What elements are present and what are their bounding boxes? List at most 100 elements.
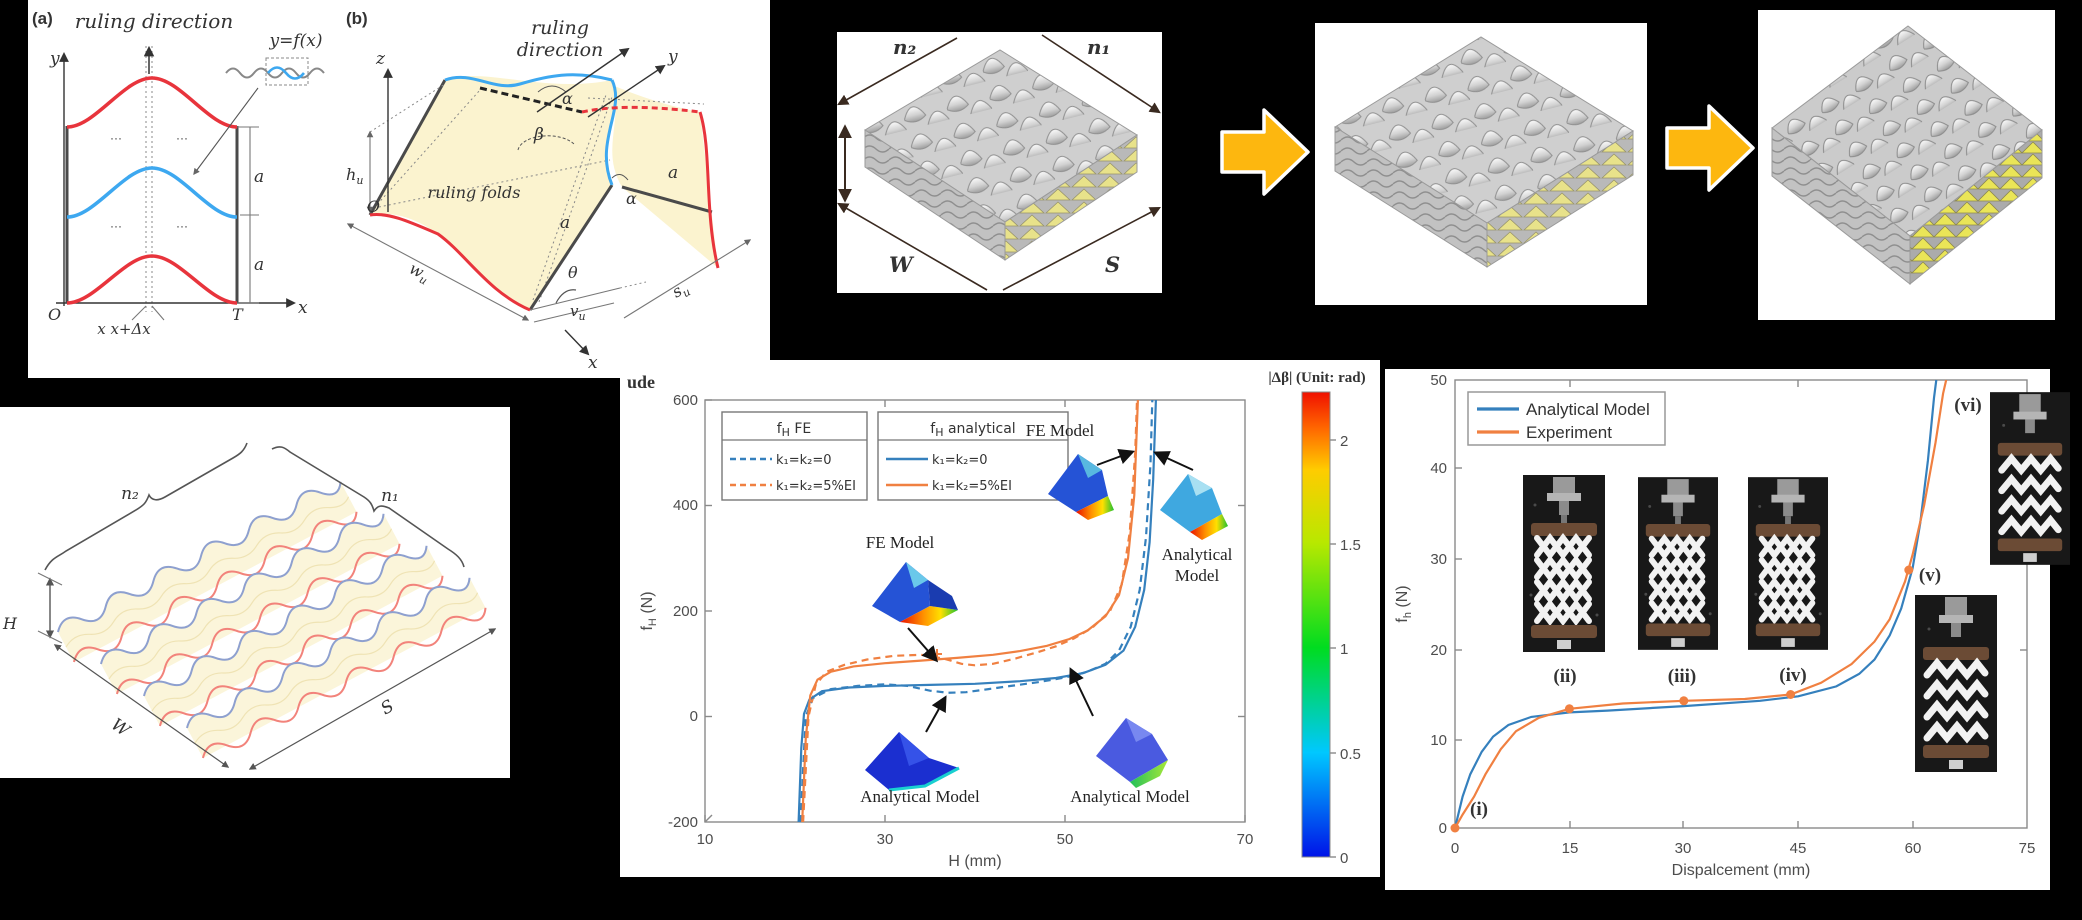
- process-arrow-1: [1220, 108, 1310, 196]
- svg-text:fH analytical: fH analytical: [930, 421, 1015, 439]
- b-theta-baseline: [529, 287, 621, 311]
- b-vu-label: vu: [570, 302, 586, 323]
- render-1-S-line: [1002, 206, 1161, 291]
- b-alpha-arc-right: [611, 174, 629, 181]
- fH-inset-FE-1: [872, 562, 958, 626]
- a-dots-3: ···: [110, 219, 122, 233]
- a-dim-a-upper: a: [254, 167, 264, 187]
- photo-stage-ii: [1523, 475, 1605, 652]
- fH-ann-analytical-2b: Model: [1175, 566, 1220, 585]
- fH-arrow-5: [1069, 667, 1094, 717]
- process-arrow-2: [1665, 104, 1755, 192]
- b-x-label: x: [588, 353, 598, 373]
- b-alpha-top: α: [562, 89, 573, 108]
- fh-experiment-markers: [1450, 565, 1914, 833]
- b-edge-a-right: a: [668, 163, 678, 183]
- colorbar: [1301, 391, 1331, 858]
- b-x-axis: [564, 329, 590, 356]
- a-dots-2: ···: [176, 131, 188, 145]
- stage-label-v: (v): [1919, 565, 1941, 586]
- svg-text:30: 30: [1675, 840, 1692, 857]
- fH-ann-FE-2: FE Model: [1026, 421, 1095, 440]
- a-inset-wave-blue: [266, 66, 306, 80]
- photo-stage-v: [1915, 595, 1997, 772]
- fh-curve-analytical: [1453, 379, 1938, 829]
- fH-x-tick-labels: 10 30 50 70: [697, 831, 1254, 848]
- a-red-curve-top: [66, 76, 238, 129]
- svg-text:30: 30: [877, 831, 894, 848]
- render-3-right-face: [1909, 128, 2043, 286]
- stage-label-iii: (iii): [1668, 666, 1697, 687]
- fh-y-axis-label: fh (N): [1394, 585, 1414, 622]
- panel-schematic: n₂ n₁ H W S: [0, 407, 510, 778]
- cropped-text-fragment: ude: [627, 372, 655, 392]
- b-origin-label: O: [367, 197, 380, 216]
- svg-text:-200: -200: [668, 814, 698, 831]
- b-front-fold-edge-a: [528, 184, 614, 311]
- a-inset-fx-label: y=f(x): [269, 31, 323, 51]
- fh-y-tick-labels: 50 40 30 20 10 0: [1430, 372, 1447, 837]
- a-origin-label: O: [48, 305, 61, 324]
- render-3: [1771, 25, 2043, 286]
- render-1-W-label: W: [889, 252, 915, 277]
- svg-text:400: 400: [673, 497, 698, 514]
- b-ruling-fold-line-2: [538, 96, 613, 303]
- a-inset-dashed-box: [265, 57, 309, 86]
- fH-arrow-1: [907, 627, 939, 663]
- b-beta-arc: [517, 135, 575, 151]
- b-ridge-dashed: [479, 86, 583, 114]
- svg-text:10: 10: [697, 831, 714, 848]
- fH-ann-FE-1: FE Model: [866, 533, 935, 552]
- panel-b-tag: (b): [346, 9, 368, 28]
- svg-text:1.5: 1.5: [1340, 537, 1361, 554]
- render-1-right-face: [1004, 134, 1138, 261]
- svg-text:Experiment: Experiment: [1526, 423, 1612, 442]
- svg-text:30: 30: [1430, 551, 1447, 568]
- fH-x-axis-label: H (mm): [948, 853, 1001, 870]
- svg-text:50: 50: [1430, 372, 1447, 389]
- svg-text:50: 50: [1057, 831, 1074, 848]
- panel-a-tag: (a): [32, 9, 53, 28]
- n1-brace: [271, 446, 465, 568]
- a-blue-curve-mid: [66, 166, 238, 219]
- fH-ann-analytical-2a: Analytical: [1162, 545, 1233, 564]
- fh-x-tick-labels: 0 15 30 45 60 75: [1451, 840, 2036, 857]
- a-x-marks: x x+Δx: [97, 320, 151, 338]
- render-1-n1-label: n₁: [1087, 35, 1110, 59]
- fH-inset-analytical-bottom-1: [865, 732, 960, 792]
- b-edge-a-front: a: [560, 213, 570, 233]
- fH-curve-FE-k5EI: [802, 399, 1139, 823]
- stage-label-i: (i): [1470, 799, 1488, 820]
- a-y-label: y: [49, 49, 60, 69]
- schematic-H-label: H: [2, 614, 18, 633]
- render-sequence: n₂ n₁ W S: [837, 10, 2055, 320]
- colorbar-title: |Δβ| (Unit: rad): [1268, 370, 1365, 386]
- svg-text:70: 70: [1237, 831, 1254, 848]
- svg-text:0: 0: [690, 708, 698, 725]
- b-wu-dim: [346, 223, 530, 321]
- render-2-right-face: [1486, 130, 1634, 268]
- b-hatch-line: [587, 97, 705, 105]
- b-blue-right-edge: [604, 79, 618, 186]
- fH-curve-analytical-k5EI: [801, 399, 1139, 823]
- photo-stage-iv: [1748, 477, 1828, 650]
- panel-plot-fh: 50 40 30 20 10 0 0 15 30 45 60 75 Dispal…: [1385, 369, 2082, 890]
- fh-legend: Analytical Model Experiment: [1467, 391, 1666, 446]
- svg-text:k₁=k₂=5%EI: k₁=k₂=5%EI: [776, 479, 856, 494]
- H-dim-tick-top: [37, 572, 63, 586]
- b-theta: θ: [568, 263, 578, 282]
- fH-y-axis-label: fH (N): [639, 591, 659, 630]
- svg-text:60: 60: [1905, 840, 1922, 857]
- b-beta: β: [533, 125, 544, 145]
- b-red-dashed-edge: [581, 105, 701, 114]
- b-title-2: direction: [517, 39, 604, 61]
- svg-text:k₁=k₂=0: k₁=k₂=0: [932, 453, 988, 468]
- fH-ann-analytical-bottom-2: Analytical Model: [1070, 787, 1190, 806]
- render-1-S-label: S: [1105, 252, 1120, 277]
- a-xmark-tick2: [151, 305, 165, 321]
- b-y-axis: [587, 64, 666, 118]
- svg-text:0.5: 0.5: [1340, 746, 1361, 763]
- b-su-dim: [623, 239, 752, 319]
- fH-arrow-4: [925, 695, 947, 733]
- svg-text:1: 1: [1340, 641, 1348, 658]
